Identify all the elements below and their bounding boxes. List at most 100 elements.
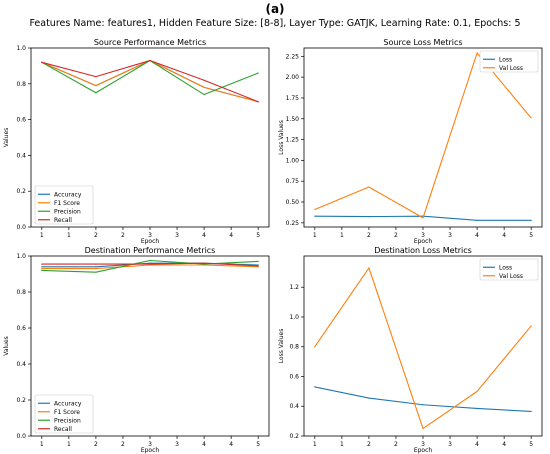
- data-point: [257, 265, 259, 267]
- x-axis-label: Epoch: [141, 238, 160, 245]
- x-tick-label: 4: [229, 441, 233, 448]
- data-point: [314, 215, 316, 217]
- x-tick-label: 1: [67, 441, 71, 448]
- y-tick-label: 1.25: [286, 137, 300, 144]
- x-tick-label: 4: [202, 232, 206, 239]
- y-tick-label: 0.8: [16, 81, 26, 88]
- y-tick-label: 0.50: [286, 199, 300, 206]
- data-point: [476, 52, 478, 54]
- legend-label: F1 Score: [54, 409, 80, 416]
- data-point: [203, 79, 205, 81]
- data-point: [257, 260, 259, 262]
- chart-source-performance: Source Performance Metrics 0.0 0.2 0.4 0.6 0.…: [3, 38, 270, 245]
- data-point: [95, 84, 97, 87]
- legend-box: [34, 394, 94, 434]
- data-point: [368, 215, 370, 218]
- y-tick-label: 0.0: [16, 224, 26, 231]
- legend-label: Precision: [54, 208, 81, 215]
- y-tick-label: 0.6: [16, 325, 26, 332]
- data-point: [203, 93, 205, 96]
- data-point: [41, 266, 43, 268]
- y-tick-label: 0.2: [16, 188, 26, 195]
- data-point: [368, 186, 370, 188]
- legend-label: Recall: [54, 426, 72, 433]
- y-tick-label: 1.0: [16, 253, 26, 260]
- data-point: [203, 86, 205, 88]
- legend-box: [479, 258, 539, 281]
- x-tick-label: 1: [40, 232, 44, 239]
- data-point: [257, 264, 259, 266]
- x-tick-label: 2: [394, 232, 398, 239]
- legend-label: Accuracy: [54, 400, 82, 407]
- y-tick-label: 0.75: [286, 178, 300, 185]
- data-point: [422, 404, 424, 406]
- x-tick-label: 4: [229, 232, 233, 239]
- data-point: [149, 263, 151, 265]
- x-tick-label: 3: [148, 441, 152, 448]
- y-tick-label: 0.4: [16, 152, 26, 159]
- x-tick-label: 3: [175, 441, 179, 448]
- figure-suptitle: Features Name: features1, Hidden Feature…: [29, 18, 521, 29]
- x-tick-label: 4: [502, 441, 506, 448]
- legend-label: Val Loss: [499, 273, 523, 280]
- data-point: [41, 263, 43, 265]
- data-point: [203, 264, 205, 266]
- data-point: [476, 219, 478, 221]
- x-tick-label: 2: [121, 441, 125, 448]
- series-line-val-loss: [314, 52, 532, 219]
- data-point: [95, 76, 97, 78]
- legend-label: Loss: [499, 56, 512, 63]
- legend-label: Val Loss: [499, 65, 523, 72]
- data-point: [422, 427, 424, 430]
- x-tick-label: 3: [148, 232, 152, 239]
- data-point: [530, 219, 532, 221]
- data-point: [314, 346, 316, 348]
- data-point: [530, 410, 532, 413]
- data-point: [368, 267, 370, 269]
- x-tick-label: 4: [475, 441, 479, 448]
- chart-destination-performance: Destination Performance Metrics 0.0 0.2 0.4…: [3, 246, 270, 454]
- legend-box: [479, 50, 539, 73]
- y-tick-label: 0.4: [16, 361, 26, 368]
- legend-label: F1 Score: [54, 200, 80, 207]
- data-point: [257, 72, 259, 74]
- y-axis-label: Values: [3, 128, 10, 148]
- y-tick-label: 0.2: [16, 397, 26, 404]
- series-line-precision: [41, 59, 259, 96]
- y-tick-label: 2.25: [286, 53, 300, 60]
- x-tick-label: 2: [394, 441, 398, 448]
- x-tick-label: 1: [340, 232, 344, 239]
- data-point: [368, 397, 370, 399]
- y-tick-label: 0.6: [16, 117, 26, 124]
- data-point: [41, 269, 43, 271]
- x-tick-label: 4: [475, 232, 479, 239]
- x-tick-label: 5: [529, 232, 533, 239]
- chart-destination-loss: Destination Loss Metrics 0.2 0.4 0.6 0.8 1.0 1…: [278, 246, 543, 454]
- data-point: [476, 390, 478, 392]
- y-tick-label: 2.00: [286, 74, 300, 81]
- y-axis-label: Loss Values: [278, 120, 285, 155]
- plot-frame: [303, 47, 543, 228]
- y-tick-label: 1.50: [286, 116, 300, 123]
- x-tick-label: 5: [256, 441, 260, 448]
- data-point: [95, 266, 97, 268]
- legend-label: Accuracy: [54, 191, 82, 198]
- y-tick-label: 1.0: [16, 45, 26, 52]
- x-tick-label: 1: [340, 441, 344, 448]
- data-point: [95, 271, 97, 273]
- x-tick-label: 2: [94, 232, 98, 239]
- plot-frame: [303, 255, 543, 437]
- y-tick-label: 0.0: [16, 433, 26, 440]
- data-point: [95, 92, 97, 94]
- chart-title: Source Performance Metrics: [94, 38, 206, 47]
- y-tick-label: 0.2: [289, 433, 299, 440]
- x-tick-label: 2: [94, 441, 98, 448]
- x-tick-label: 5: [529, 441, 533, 448]
- legend: Loss Val Loss: [479, 258, 539, 281]
- panel-label: (a): [265, 2, 285, 16]
- x-axis-label: Epoch: [141, 447, 160, 454]
- x-axis-label: Epoch: [414, 238, 433, 245]
- x-tick-label: 4: [202, 441, 206, 448]
